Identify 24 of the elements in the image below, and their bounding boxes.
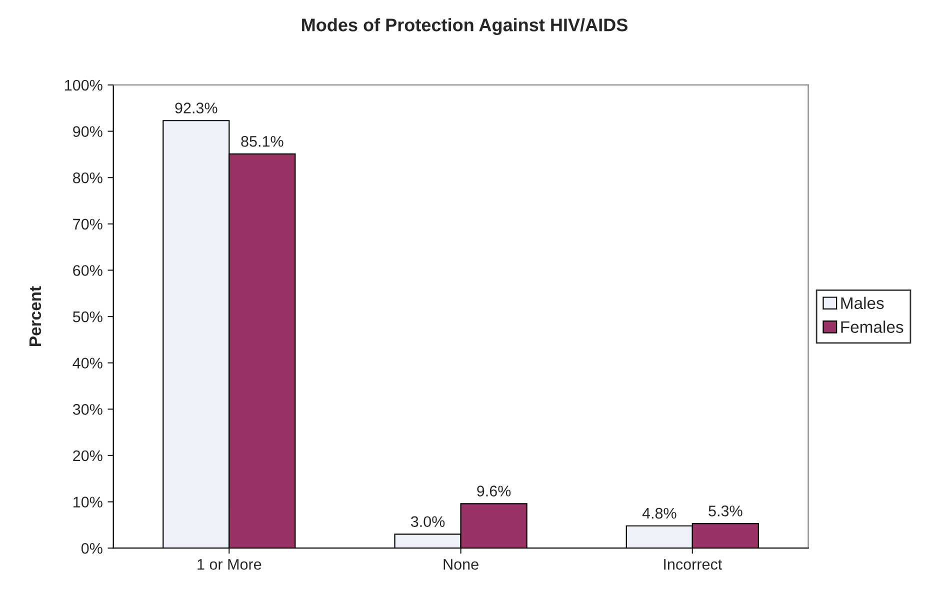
y-tick-label: 10% <box>74 496 102 508</box>
y-tick-label: 80% <box>73 172 102 184</box>
y-tick-label: 100% <box>65 80 102 91</box>
y-tick-label: 0% <box>81 542 102 554</box>
y-tick-label: 50% <box>72 311 102 322</box>
data-label: 92.3% <box>175 102 218 114</box>
x-tick-label: 1 or More <box>198 559 262 570</box>
x-tick-label: None <box>444 559 478 570</box>
data-label: 3.0% <box>410 516 445 528</box>
legend-label: Males <box>841 296 884 310</box>
y-axis-title: Percent <box>29 286 42 346</box>
legend-label: Females <box>841 320 904 333</box>
data-label: 5.3% <box>708 506 742 516</box>
y-tick-label: 60% <box>73 265 102 276</box>
data-label: 4.8% <box>642 508 676 519</box>
y-tick-label: 40% <box>72 358 102 369</box>
chart-title: Modes of Protection Against HIV/AIDS <box>302 18 628 36</box>
data-label: 9.6% <box>477 486 511 496</box>
y-tick-label: 20% <box>73 450 102 462</box>
y-tick-label: 70% <box>73 218 102 230</box>
data-label: 85.1% <box>241 136 284 147</box>
y-tick-label: 90% <box>73 126 102 137</box>
y-tick-label: 30% <box>72 404 102 415</box>
x-tick-label: Incorrect <box>664 559 722 570</box>
